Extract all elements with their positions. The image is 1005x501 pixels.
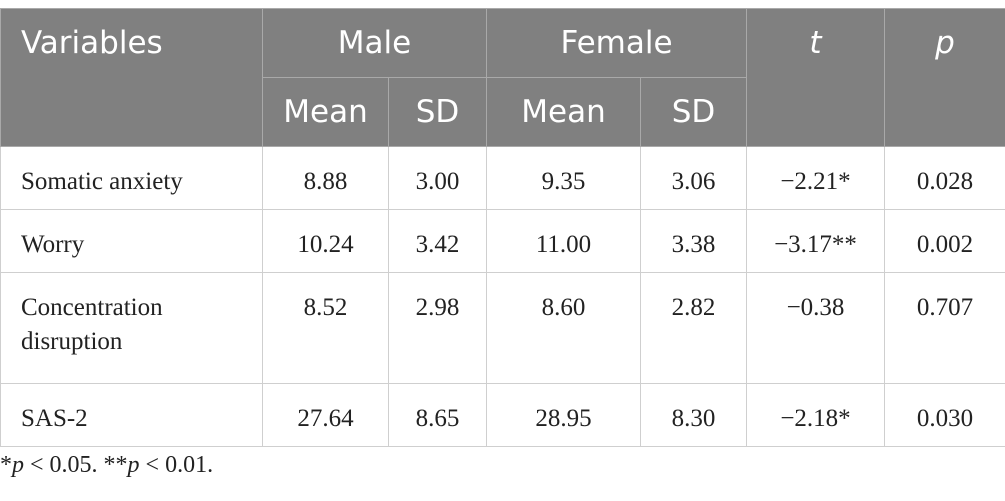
value-cell: 0.707 xyxy=(884,272,1005,384)
table-body: Somatic anxiety 8.88 3.00 9.35 3.06 −2.21* 0.0… xyxy=(0,146,1005,447)
table-row: Concentration disruption 8.52 2.98 8.60 2.82… xyxy=(0,272,1005,384)
header-cell: p xyxy=(884,8,1005,147)
value-cell: 0.030 xyxy=(884,383,1005,447)
value-cell: 28.95 xyxy=(486,383,641,447)
value-cell: 3.00 xyxy=(388,146,487,210)
value-cell: −2.21* xyxy=(746,146,885,210)
value-cell: −2.18* xyxy=(746,383,885,447)
header-row: Mean SD Mean SD xyxy=(1,77,1005,147)
value-cell: 11.00 xyxy=(486,209,641,273)
footnote: *p < 0.05. **p < 0.01. xyxy=(0,452,213,479)
value-cell: 9.35 xyxy=(486,146,641,210)
header-row: Variables Male Female t p xyxy=(0,8,1005,147)
footnote-part: p xyxy=(127,452,140,478)
table-row: SAS-2 27.64 8.65 28.95 8.30 −2.18* 0.030 xyxy=(0,383,1005,447)
variable-cell: Concentration disruption xyxy=(0,272,263,384)
header-cell: Female xyxy=(486,8,747,78)
value-cell: 8.30 xyxy=(640,383,747,447)
value-cell: 3.42 xyxy=(388,209,487,273)
footnote-part: < 0.01. xyxy=(139,452,214,478)
table-row: Worry 10.24 3.42 11.00 3.38 −3.17** 0.002 xyxy=(0,209,1005,273)
footnote-part: < 0.05. ** xyxy=(24,452,128,478)
value-cell: 10.24 xyxy=(262,209,389,273)
value-cell: −0.38 xyxy=(746,272,885,384)
header-cell: t xyxy=(746,8,885,147)
value-cell: 3.38 xyxy=(640,209,747,273)
value-cell: 0.028 xyxy=(884,146,1005,210)
value-cell: 0.002 xyxy=(884,209,1005,273)
subheader-cell: SD xyxy=(388,77,487,147)
table-row: Somatic anxiety 8.88 3.00 9.35 3.06 −2.21* 0.0… xyxy=(0,146,1005,210)
subheader-cell: SD xyxy=(640,77,747,147)
value-cell: 8.65 xyxy=(388,383,487,447)
variable-cell: Worry xyxy=(0,209,263,273)
variable-cell: SAS-2 xyxy=(0,383,263,447)
value-cell: 2.82 xyxy=(640,272,747,384)
footnote-part: p xyxy=(12,452,24,478)
variable-cell: Somatic anxiety xyxy=(0,146,263,210)
value-cell: 8.88 xyxy=(262,146,389,210)
subheader-cell: Mean xyxy=(486,77,641,147)
value-cell: 8.52 xyxy=(262,272,389,384)
value-cell: 8.60 xyxy=(486,272,641,384)
header-cell: Variables xyxy=(0,8,263,147)
subheader-cell: Mean xyxy=(262,77,389,147)
value-cell: 2.98 xyxy=(388,272,487,384)
value-cell: −3.17** xyxy=(746,209,885,273)
header-cell: Male xyxy=(262,8,487,78)
value-cell: 27.64 xyxy=(262,383,389,447)
footnote-part: * xyxy=(0,452,12,478)
value-cell: 3.06 xyxy=(640,146,747,210)
table-header: Variables Male Female t p Mean SD Mean S… xyxy=(0,8,1005,147)
data-table: Variables Male Female t p Mean SD Mean S… xyxy=(0,8,1005,447)
